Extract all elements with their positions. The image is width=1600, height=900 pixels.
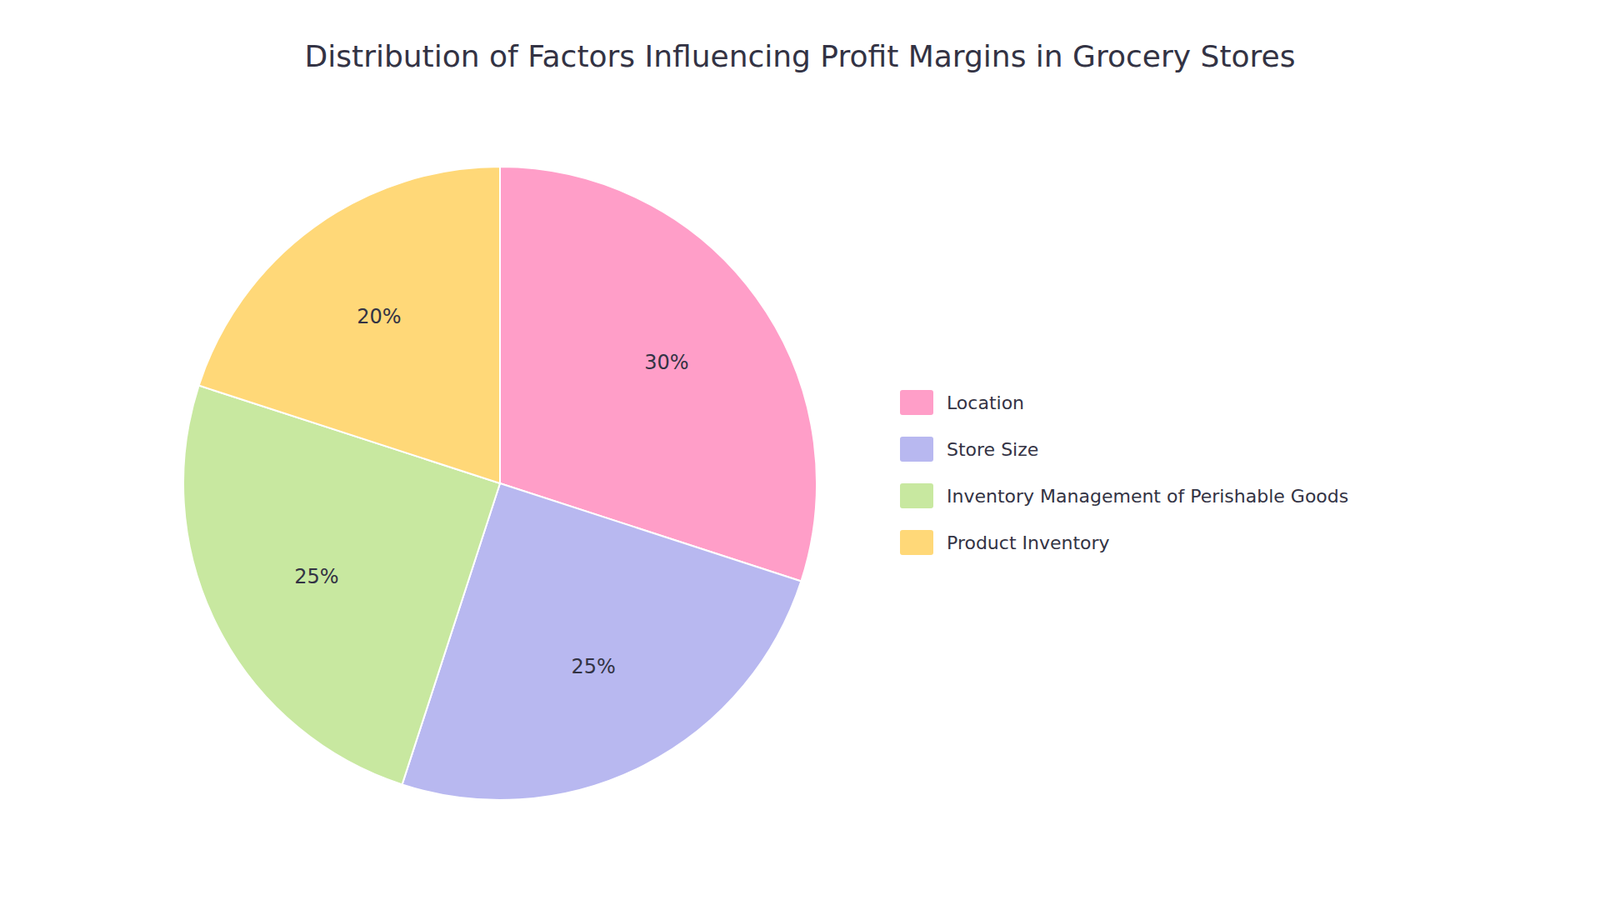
legend-label: Product Inventory bbox=[946, 532, 1110, 554]
background bbox=[0, 0, 1600, 900]
data-label: 25% bbox=[294, 565, 339, 589]
data-label: 30% bbox=[644, 350, 689, 375]
legend-swatch bbox=[900, 436, 934, 462]
legend-label: Store Size bbox=[946, 439, 1039, 460]
legend-swatch bbox=[900, 390, 934, 415]
legend-swatch bbox=[900, 483, 934, 509]
data-label: 25% bbox=[570, 655, 615, 679]
legend-label: Inventory Management of Perishable Goods bbox=[946, 485, 1349, 507]
chart-svg: Distribution of Factors Influencing Prof… bbox=[0, 0, 1600, 900]
legend: Location Store Size Inventory Management o… bbox=[900, 390, 1349, 555]
chart-container: Distribution of Factors Influencing Prof… bbox=[0, 0, 1600, 900]
data-labels: 30% 25% 25% 20% bbox=[294, 305, 689, 679]
data-label: 20% bbox=[356, 305, 401, 329]
legend-swatch bbox=[900, 530, 934, 555]
chart-title: Distribution of Factors Influencing Prof… bbox=[305, 39, 1296, 74]
pie-slice bbox=[199, 166, 500, 484]
pie-slices bbox=[183, 166, 817, 800]
legend-label: Location bbox=[946, 392, 1025, 414]
